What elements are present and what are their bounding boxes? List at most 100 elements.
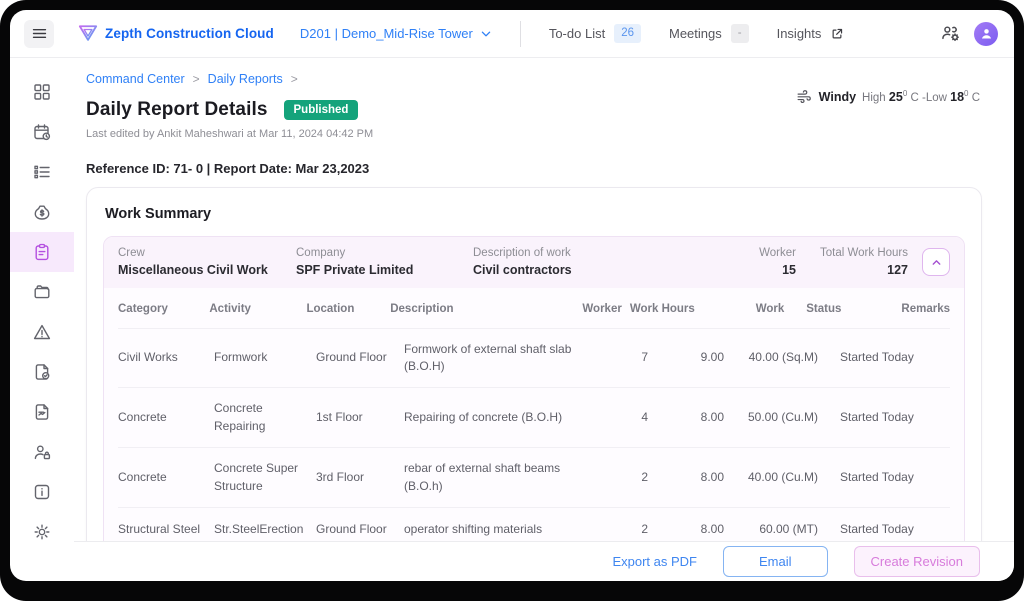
sidebar-item-documents[interactable] bbox=[10, 272, 74, 312]
sidebar-item-schedule[interactable] bbox=[10, 112, 74, 152]
nav-insights[interactable]: Insights bbox=[777, 26, 845, 41]
create-revision-button[interactable]: Create Revision bbox=[853, 546, 980, 577]
cell-worker: 4 bbox=[641, 410, 648, 425]
schedule-icon bbox=[32, 122, 52, 142]
column-header-remarks: Remarks bbox=[901, 303, 951, 315]
info-icon bbox=[32, 482, 52, 502]
table-row: Concrete Concrete Repairing 1st Floor Repai… bbox=[118, 388, 950, 449]
hamburger-icon bbox=[31, 25, 48, 42]
column-header-status: Status bbox=[806, 303, 842, 315]
nav-todo-list[interactable]: To-do List 26 bbox=[549, 24, 641, 43]
wind-icon bbox=[796, 88, 813, 105]
cell-description: rebar of external shaft beams (B.O.h) bbox=[404, 461, 561, 493]
sidebar-item-budget[interactable] bbox=[10, 192, 74, 232]
column-header-worker: Worker bbox=[582, 303, 622, 315]
table-row: Structural Steel Str.SteelErection Ground … bbox=[118, 508, 950, 541]
cell-location: Ground Floor bbox=[316, 350, 387, 365]
sidebar-item-issues[interactable] bbox=[10, 312, 74, 352]
weather-detail: High 250 C -Low 180 C bbox=[862, 89, 980, 104]
email-button[interactable]: Email bbox=[722, 546, 828, 577]
breadcrumb-separator: > bbox=[290, 72, 298, 86]
daily-reports-icon bbox=[32, 242, 52, 262]
section-title: Work Summary bbox=[105, 206, 212, 222]
external-link-icon bbox=[830, 27, 844, 41]
breadcrumb-command-center[interactable]: Command Center bbox=[86, 72, 185, 86]
cell-status: Started Today bbox=[840, 410, 914, 425]
breadcrumb-separator: > bbox=[192, 72, 200, 86]
description-of-work-value: Civil contractors bbox=[473, 263, 572, 277]
work-table-head: Category Activity Location Description Worke… bbox=[118, 288, 950, 329]
task-list-icon bbox=[32, 162, 52, 182]
company-label: Company bbox=[296, 247, 346, 259]
cell-activity: Concrete Super Structure bbox=[214, 461, 299, 493]
sidebar-item-approvals[interactable] bbox=[10, 352, 74, 392]
status-badge: Published bbox=[283, 100, 359, 120]
page-title: Daily Report Details bbox=[86, 99, 268, 120]
nav-meetings[interactable]: Meetings - bbox=[669, 24, 749, 43]
export-as-pdf-button[interactable]: Export as PDF bbox=[612, 554, 697, 569]
sidebar-item-info[interactable] bbox=[10, 472, 74, 512]
cell-work_hours: 8.00 bbox=[700, 410, 724, 425]
app-title: Zepth Construction Cloud bbox=[105, 26, 274, 41]
meetings-count-badge: - bbox=[730, 24, 749, 43]
cell-worker: 2 bbox=[641, 469, 648, 484]
cell-status: Started Today bbox=[840, 350, 914, 365]
app-window: Zepth Construction Cloud D201 | Demo_Mid… bbox=[10, 10, 1014, 581]
cell-activity: Formwork bbox=[214, 350, 268, 365]
work-table-body: Civil Works Formwork Ground Floor Formwork … bbox=[118, 329, 950, 541]
cell-worker: 7 bbox=[641, 350, 648, 365]
sidebar-item-task-list[interactable] bbox=[10, 152, 74, 192]
work-table: Category Activity Location Description Worke… bbox=[104, 288, 964, 541]
project-selector[interactable]: D201 | Demo_Mid-Rise Tower bbox=[300, 26, 492, 41]
cell-category: Civil Works bbox=[118, 350, 178, 365]
insights-label: Insights bbox=[776, 26, 822, 41]
topbar-divider bbox=[519, 20, 521, 47]
description-of-work-label: Description of work bbox=[473, 247, 571, 259]
cell-description: Formwork of external shaft slab (B.O.H) bbox=[404, 341, 572, 374]
company-value: SPF Private Limited bbox=[296, 263, 414, 277]
hamburger-menu-button[interactable] bbox=[24, 19, 54, 48]
team-management-icon[interactable] bbox=[940, 23, 961, 44]
column-header-activity: Activity bbox=[209, 303, 251, 315]
worker-total-column: Worker 15 bbox=[740, 247, 796, 277]
title-row: Daily Report Details Published bbox=[86, 99, 982, 121]
cell-work: 60.00 (MT) bbox=[759, 522, 818, 537]
crew-panel: Crew Miscellaneous Civil Work Company SP… bbox=[103, 236, 965, 541]
sidebar-item-settings[interactable] bbox=[10, 512, 74, 552]
cell-category: Concrete bbox=[118, 469, 167, 484]
sidebar-item-reports[interactable] bbox=[10, 392, 74, 432]
sidebar-item-dashboard[interactable] bbox=[10, 72, 74, 112]
table-row: Concrete Concrete Super Structure 3rd Floo… bbox=[118, 448, 950, 509]
last-edited-text: Last edited by Ankit Maheshwari at Mar 1… bbox=[86, 128, 374, 140]
chevron-up-icon bbox=[930, 256, 943, 269]
sidebar bbox=[10, 58, 74, 581]
cell-status: Started Today bbox=[840, 522, 914, 537]
meetings-label: Meetings bbox=[669, 26, 722, 41]
column-header-category: Category bbox=[118, 303, 168, 315]
cell-activity: Concrete Repairing bbox=[214, 401, 266, 433]
company-column: Company SPF Private Limited bbox=[296, 247, 473, 277]
cell-work_hours: 8.00 bbox=[700, 522, 724, 537]
total-work-hours-column: Total Work Hours 127 bbox=[796, 247, 908, 277]
cell-location: Ground Floor bbox=[316, 522, 387, 537]
documents-icon bbox=[32, 282, 52, 302]
sidebar-item-daily-reports[interactable] bbox=[10, 232, 74, 272]
cell-description: Repairing of concrete (B.O.H) bbox=[404, 410, 563, 425]
collapse-panel-button[interactable] bbox=[922, 248, 950, 276]
user-avatar[interactable] bbox=[974, 21, 998, 46]
cell-work: 40.00 (Sq.M) bbox=[748, 350, 818, 365]
breadcrumb-daily-reports[interactable]: Daily Reports bbox=[207, 72, 283, 86]
crew-value: Miscellaneous Civil Work bbox=[118, 263, 268, 277]
cell-category: Structural Steel bbox=[118, 522, 201, 537]
user-access-icon bbox=[32, 442, 52, 462]
weather-condition: Windy bbox=[818, 89, 857, 104]
topbar-right-group bbox=[940, 21, 998, 46]
todo-list-label: To-do List bbox=[548, 26, 606, 41]
cell-category: Concrete bbox=[118, 410, 167, 425]
column-header-work_hours: Work Hours bbox=[629, 303, 695, 315]
sidebar-item-user-access[interactable] bbox=[10, 432, 74, 472]
cell-location: 3rd Floor bbox=[316, 469, 365, 484]
top-navigation-bar: Zepth Construction Cloud D201 | Demo_Mid… bbox=[10, 10, 1014, 58]
total-work-hours-label: Total Work Hours bbox=[820, 247, 908, 259]
crew-label: Crew bbox=[118, 247, 145, 259]
